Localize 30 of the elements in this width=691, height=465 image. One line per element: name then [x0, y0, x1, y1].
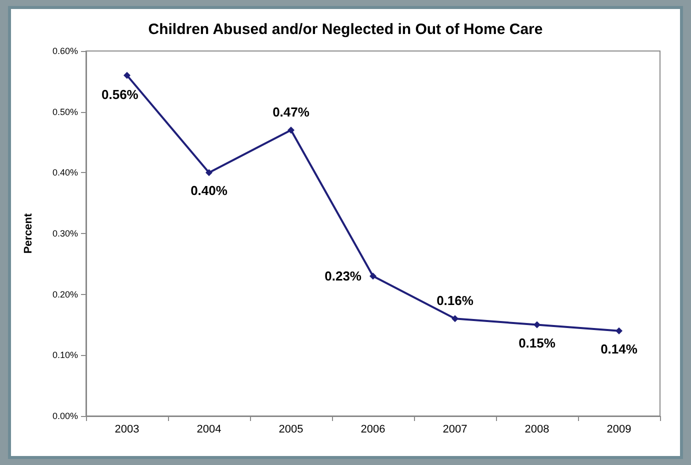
x-tick-label: 2004: [196, 424, 222, 436]
y-tick-label: 0.40%: [52, 168, 78, 178]
data-label: 0.40%: [190, 183, 228, 198]
chart-title: Children Abused and/or Neglected in Out of Home Care: [148, 21, 543, 38]
y-tick-label: 0.00%: [52, 411, 78, 421]
y-tick-label: 0.60%: [52, 46, 78, 56]
y-tick-label: 0.30%: [52, 228, 78, 238]
y-tick-label: 0.20%: [52, 289, 78, 300]
data-label: 0.56%: [102, 86, 139, 102]
x-tick-label: 2005: [278, 424, 304, 436]
x-tick-label: 2008: [524, 424, 550, 436]
point: [616, 327, 622, 334]
data-label: 0.23%: [324, 268, 362, 284]
x-tick-label: 2009: [606, 424, 632, 436]
y-axis-title: Percent: [22, 212, 34, 254]
y-tick-label: 0.50%: [52, 106, 78, 117]
point: [452, 315, 458, 322]
data-label: 0.47%: [272, 104, 310, 120]
y-tick-label: 0.10%: [52, 350, 78, 360]
x-tick-label: 2006: [360, 424, 386, 436]
point: [288, 126, 294, 134]
x-tick-label: 2003: [114, 424, 140, 436]
point: [534, 321, 540, 328]
data-label: 0.14%: [600, 341, 638, 356]
data-label: 0.16%: [436, 293, 474, 308]
point: [370, 272, 376, 280]
x-tick-label: 2007: [442, 424, 468, 436]
data-label: 0.15%: [518, 335, 556, 350]
point: [206, 169, 212, 176]
point: [124, 72, 130, 79]
